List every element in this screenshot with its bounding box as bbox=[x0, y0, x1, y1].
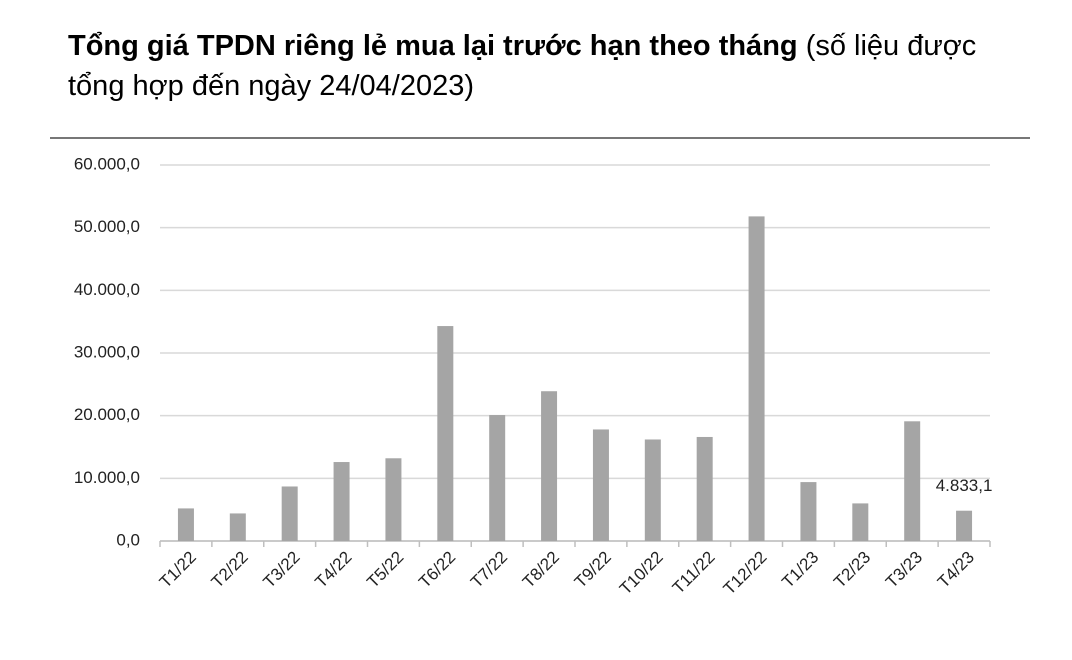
bar bbox=[333, 462, 350, 541]
bar bbox=[437, 326, 454, 541]
x-tick-label: T3/23 bbox=[882, 548, 926, 592]
x-tick-label: T5/22 bbox=[363, 548, 407, 592]
bar bbox=[281, 486, 298, 541]
chart-subtitle: (số liệu được tổng hợp đến ngày 24/04/20… bbox=[68, 30, 977, 102]
x-tick-label: T7/22 bbox=[467, 548, 511, 592]
bar bbox=[644, 439, 661, 541]
bar bbox=[489, 415, 506, 541]
y-tick-label: 10.000,0 bbox=[74, 468, 140, 487]
title-block: Tổng giá TPDN riêng lẻ mua lại trước hạn… bbox=[68, 26, 1028, 106]
bar bbox=[229, 513, 246, 541]
chart-title: Tổng giá TPDN riêng lẻ mua lại trước hạn… bbox=[68, 30, 798, 62]
x-tick-label: T6/22 bbox=[415, 548, 459, 592]
bar bbox=[696, 436, 713, 541]
data-label: 4.833,1 bbox=[936, 476, 993, 495]
y-tick-label: 50.000,0 bbox=[74, 217, 140, 236]
bar bbox=[800, 482, 817, 541]
x-tick-label: T1/23 bbox=[778, 548, 822, 592]
x-tick-label: T3/22 bbox=[260, 548, 304, 592]
bar bbox=[541, 391, 558, 541]
x-tick-label: T4/22 bbox=[311, 548, 355, 592]
x-tick-label: T9/22 bbox=[571, 548, 615, 592]
y-tick-label: 30.000,0 bbox=[74, 342, 140, 361]
y-tick-label: 20.000,0 bbox=[74, 405, 140, 424]
x-tick-label: T11/22 bbox=[669, 548, 719, 598]
x-tick-label: T2/23 bbox=[830, 548, 874, 592]
bar bbox=[956, 510, 973, 541]
y-tick-label: 0,0 bbox=[116, 530, 140, 549]
bar bbox=[904, 421, 921, 541]
x-tick-label: T4/23 bbox=[934, 548, 978, 592]
x-tick-label: T10/22 bbox=[616, 548, 667, 599]
x-tick-label: T2/22 bbox=[208, 548, 252, 592]
x-tick-label: T8/22 bbox=[519, 548, 563, 592]
bar bbox=[748, 216, 765, 542]
y-tick-label: 40.000,0 bbox=[74, 280, 140, 299]
bar bbox=[592, 429, 609, 541]
bar bbox=[177, 508, 194, 541]
bar bbox=[385, 458, 402, 541]
y-tick-label: 60.000,0 bbox=[74, 154, 140, 173]
x-tick-label: T1/22 bbox=[156, 548, 200, 592]
x-tick-label: T12/22 bbox=[720, 548, 771, 599]
bar bbox=[852, 503, 869, 541]
